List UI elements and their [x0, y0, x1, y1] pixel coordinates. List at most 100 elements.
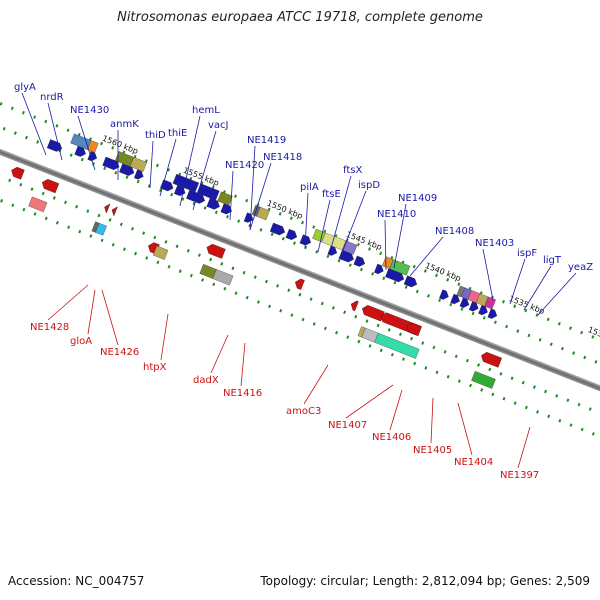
ruler-dot — [114, 170, 118, 175]
ruler-dot — [547, 414, 551, 419]
reverse-gene[interactable] — [212, 269, 234, 286]
ruler-dot — [312, 322, 316, 326]
reverse-gene[interactable] — [28, 196, 48, 213]
ruler-dot — [0, 102, 3, 106]
gene-label-ne1403[interactable]: NE1403 — [475, 238, 514, 249]
gene-label-ispd[interactable]: ispD — [358, 180, 380, 191]
forward-gene[interactable] — [87, 140, 99, 153]
ruler-dot — [44, 119, 48, 124]
ruler-dot — [170, 192, 174, 197]
ruler-dot — [11, 203, 15, 207]
callout-line — [240, 342, 246, 387]
tick-label: 1540 kbp — [424, 261, 462, 283]
gene-label-ne1418[interactable]: NE1418 — [263, 152, 302, 163]
forward-gene[interactable] — [439, 289, 450, 301]
reverse-gene[interactable] — [360, 304, 385, 322]
callout-line — [482, 248, 494, 301]
reverse-gene[interactable] — [95, 222, 107, 236]
ruler-dot — [549, 342, 553, 347]
ruler-dot — [279, 309, 283, 313]
ruler-dot — [390, 352, 394, 357]
gene-label-ftse[interactable]: ftsE — [322, 189, 341, 200]
reverse-gene[interactable] — [40, 178, 60, 194]
reverse-gene[interactable] — [293, 277, 305, 290]
ruler-dot — [443, 350, 447, 354]
gene-label-thid[interactable]: thiD — [145, 130, 166, 141]
reverse-gene[interactable] — [405, 321, 422, 337]
gene-label-yeaz[interactable]: yeaZ — [568, 262, 593, 273]
reverse-gene[interactable] — [479, 351, 502, 368]
ruler-dot — [13, 131, 17, 135]
callout-line — [384, 219, 387, 271]
forward-gene[interactable] — [299, 234, 313, 247]
ruler-dot — [499, 372, 503, 376]
gene-label-pila[interactable]: pilA — [300, 182, 319, 193]
gene-label-ne1405[interactable]: NE1405 — [413, 445, 452, 456]
forward-gene[interactable] — [217, 191, 233, 206]
reverse-gene[interactable] — [153, 245, 169, 260]
reverse-gene[interactable] — [471, 371, 496, 389]
ruler-dot — [354, 314, 358, 319]
gene-label-ne1408[interactable]: NE1408 — [435, 226, 474, 237]
gene-label-ne1397[interactable]: NE1397 — [500, 470, 539, 481]
forward-gene[interactable] — [46, 139, 63, 153]
forward-gene[interactable] — [206, 197, 221, 211]
ruler-dot — [335, 330, 339, 335]
gene-label-ne1416[interactable]: NE1416 — [223, 388, 262, 399]
forward-gene[interactable] — [342, 240, 358, 255]
reverse-gene[interactable] — [10, 166, 25, 180]
gene-label-ne1410[interactable]: NE1410 — [377, 209, 416, 220]
ruler-dot — [413, 361, 417, 366]
reverse-gene[interactable] — [103, 202, 111, 214]
forward-gene[interactable] — [403, 275, 418, 289]
forward-gene[interactable] — [487, 308, 499, 320]
reverse-gene[interactable] — [374, 332, 420, 359]
ruler-dot — [555, 394, 559, 398]
reverse-gene[interactable] — [349, 299, 359, 312]
gene-label-ne1420[interactable]: NE1420 — [225, 160, 264, 171]
gene-label-ne1404[interactable]: NE1404 — [454, 457, 493, 468]
gene-label-dadx[interactable]: dadX — [193, 375, 219, 386]
ruler-dot — [186, 248, 190, 253]
ruler-dot — [214, 210, 218, 215]
gene-label-anmk[interactable]: anmK — [110, 119, 139, 130]
forward-gene[interactable] — [374, 263, 385, 275]
forward-gene[interactable] — [353, 255, 367, 268]
gene-label-ne1406[interactable]: NE1406 — [372, 432, 411, 443]
gene-label-gloa[interactable]: gloA — [70, 336, 92, 347]
ruler-dot — [270, 232, 274, 237]
ruler-dot — [220, 262, 224, 266]
gene-label-ne1426[interactable]: NE1426 — [100, 347, 139, 358]
gene-label-ne1430[interactable]: NE1430 — [70, 105, 109, 116]
reverse-gene[interactable] — [205, 243, 226, 259]
ruler-dot — [189, 273, 193, 278]
reverse-gene[interactable] — [110, 205, 118, 217]
gene-label-ne1407[interactable]: NE1407 — [328, 420, 367, 431]
gene-label-glya[interactable]: glyA — [14, 82, 36, 93]
ruler-dot — [155, 163, 159, 168]
ruler-dot — [21, 110, 25, 115]
callout-line — [179, 115, 201, 207]
gene-label-vacj[interactable]: vacJ — [208, 120, 229, 131]
forward-gene[interactable] — [269, 222, 286, 237]
ruler-dot — [379, 251, 383, 256]
ruler-dot — [591, 335, 595, 339]
ruler-dot — [482, 316, 486, 320]
forward-gene[interactable] — [256, 206, 270, 221]
gene-label-htpx[interactable]: htpX — [143, 362, 167, 373]
gene-label-nrdr[interactable]: nrdR — [40, 92, 64, 103]
ruler-dot — [527, 333, 531, 338]
gene-label-thie[interactable]: thiE — [168, 128, 187, 139]
gene-label-ispf[interactable]: ispF — [517, 248, 537, 259]
gene-label-amoc3[interactable]: amoC3 — [286, 406, 321, 417]
gene-label-ne1428[interactable]: NE1428 — [30, 322, 69, 333]
gene-label-ftsx[interactable]: ftsX — [343, 165, 362, 176]
gene-label-ne1409[interactable]: NE1409 — [398, 193, 437, 204]
forward-gene[interactable] — [220, 203, 234, 216]
gene-label-heml[interactable]: hemL — [192, 105, 220, 116]
ruler-dot — [97, 213, 101, 218]
forward-gene[interactable] — [285, 229, 299, 241]
gene-label-ligt[interactable]: ligT — [543, 255, 562, 266]
forward-gene[interactable] — [129, 157, 147, 172]
gene-label-ne1419[interactable]: NE1419 — [247, 135, 286, 146]
